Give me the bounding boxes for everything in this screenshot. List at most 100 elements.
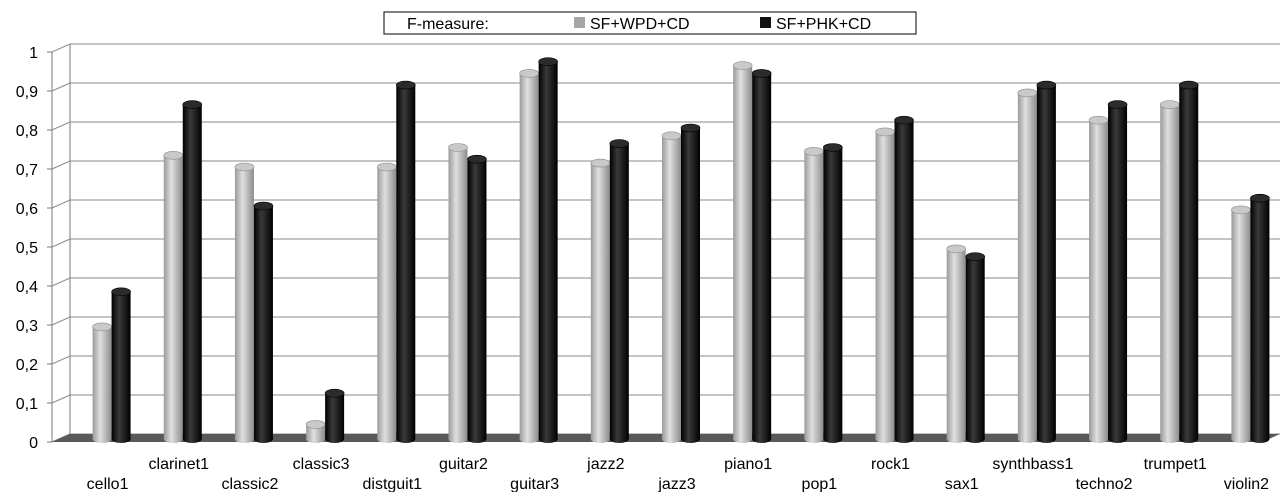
x-tick-label: classic2 <box>221 476 278 492</box>
bar-body <box>590 163 610 439</box>
bar <box>519 69 539 443</box>
bar <box>946 244 967 443</box>
bar-top <box>305 420 326 429</box>
bar <box>609 139 630 443</box>
bar-top <box>182 100 203 109</box>
bar <box>234 162 255 443</box>
bar <box>1036 80 1057 443</box>
bar-top <box>376 162 397 172</box>
bar-body <box>1231 209 1251 439</box>
bar <box>894 115 914 443</box>
bar-body <box>448 147 468 439</box>
bar <box>163 151 184 443</box>
bar-body <box>163 155 183 440</box>
bar-top <box>1036 80 1057 90</box>
gridline-depth <box>51 82 71 92</box>
gridline-depth <box>51 160 71 170</box>
legend-box <box>383 11 917 35</box>
bar-base <box>804 435 824 443</box>
bar-top <box>467 154 487 164</box>
bar-body <box>1017 92 1037 440</box>
y-tick-label: 0,6 <box>16 201 38 218</box>
y-tick-label: 0,3 <box>16 318 38 335</box>
y-tick-label: 0,4 <box>16 279 38 296</box>
bars <box>92 57 1270 443</box>
bar-body <box>1160 104 1180 439</box>
x-tick-label: trumpet1 <box>1144 456 1207 473</box>
bar <box>395 80 416 443</box>
x-tick-label: rock1 <box>871 456 910 473</box>
bar-top <box>1107 100 1128 109</box>
bar-base <box>965 435 985 443</box>
gridline-depth <box>51 355 71 365</box>
bar-base <box>396 435 416 443</box>
bar-top <box>946 244 967 254</box>
bar <box>92 322 112 443</box>
x-tick-label: violin2 <box>1224 476 1269 492</box>
bar-top <box>1178 80 1199 90</box>
x-tick-label: piano1 <box>724 456 772 473</box>
bar-base <box>752 435 772 443</box>
legend: F-measure: SF+WPD+CD SF+PHK+CD <box>383 11 917 35</box>
bar-body <box>111 291 131 439</box>
bar-base <box>681 435 700 443</box>
bar-top <box>661 131 682 141</box>
bar-base <box>253 435 273 443</box>
x-tick-label: sax1 <box>945 476 979 492</box>
bar-base <box>467 435 487 443</box>
y-tick-label: 0,2 <box>16 357 38 374</box>
bar-base <box>306 435 326 443</box>
bar-base <box>1036 435 1056 443</box>
y-tick-label: 0 <box>29 435 38 452</box>
bar <box>111 287 131 443</box>
bar-base <box>1017 435 1037 443</box>
bar-top <box>1159 100 1180 109</box>
bar-top <box>590 158 611 168</box>
x-tick-label: guitar3 <box>510 476 559 492</box>
bar-body <box>1036 85 1056 439</box>
bar-body <box>609 143 629 439</box>
bar <box>751 69 772 443</box>
bar <box>376 162 397 443</box>
bar <box>732 61 753 443</box>
bar-base <box>823 435 843 443</box>
y-tick-label: 0,7 <box>16 162 38 179</box>
bar-base <box>875 435 895 443</box>
gridline-depth <box>51 316 71 326</box>
bar-base <box>1179 435 1199 443</box>
gridline-depth <box>51 238 71 248</box>
bar-base <box>377 435 397 443</box>
x-tick-label: synthbass1 <box>992 456 1073 473</box>
bar <box>467 154 487 443</box>
bar-body <box>894 120 914 439</box>
bar-top <box>875 127 895 137</box>
bar-base <box>163 435 183 443</box>
bar-base <box>1108 435 1128 443</box>
bar <box>1159 100 1180 443</box>
bar-top <box>1231 205 1251 215</box>
bar-base <box>234 435 254 443</box>
bar-top <box>1088 115 1109 125</box>
bar-body <box>662 135 681 440</box>
y-tick-label: 0,8 <box>16 123 38 140</box>
bar-top <box>519 69 539 78</box>
bar-base <box>182 435 202 443</box>
bar-body <box>92 326 112 439</box>
bar-top <box>234 162 255 172</box>
bar-body <box>519 73 539 440</box>
x-tick-label: distguit1 <box>362 476 422 492</box>
bar-top <box>324 388 345 398</box>
bar <box>965 252 986 443</box>
bar-body <box>681 128 700 439</box>
bar-top <box>395 80 416 90</box>
bar-base <box>111 435 131 443</box>
bar-base <box>1231 435 1251 443</box>
bar-base <box>325 435 345 443</box>
x-tick-label: clarinet1 <box>149 456 210 473</box>
bar-body <box>377 167 397 439</box>
bar-body <box>875 131 895 439</box>
bar-body <box>234 167 254 439</box>
gridline-depth <box>51 199 71 209</box>
legend-label-series-1: SF+WPD+CD <box>590 16 690 33</box>
bar-body <box>733 65 753 439</box>
